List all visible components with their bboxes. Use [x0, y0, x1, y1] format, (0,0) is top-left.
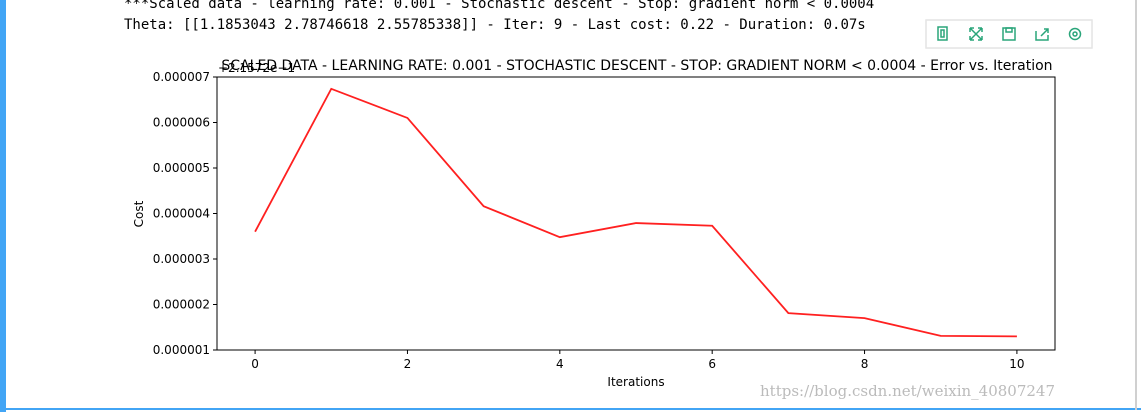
toolbar [925, 19, 1093, 49]
y-tick-label: 0.000002 [153, 298, 210, 312]
x-tick-label: 6 [708, 357, 716, 371]
x-tick-label: 8 [861, 357, 869, 371]
share-button[interactable] [1035, 28, 1049, 41]
copy-button[interactable] [937, 26, 948, 41]
y-tick-label: 0.000001 [153, 343, 210, 357]
output-line: ***Scaled data - learning rate: 0.001 - … [124, 0, 874, 12]
y-axis-label: Cost [132, 200, 146, 227]
y-tick-label: 0.000004 [153, 207, 210, 221]
cell-border [1135, 0, 1137, 410]
x-tick-label: 4 [556, 357, 564, 371]
y-tick-label: 0.000003 [153, 252, 210, 266]
y-tick-label: 0.000007 [153, 70, 210, 84]
settings-button[interactable] [1068, 27, 1082, 41]
save-button[interactable] [1002, 27, 1016, 41]
output-line: Theta: [[1.1853043 2.78746618 2.55785338… [124, 17, 866, 33]
data-line [254, 87, 1017, 338]
offset-text: +2.1572e−1 [218, 61, 295, 75]
chart-title: SCALED DATA - LEARNING RATE: 0.001 - STO… [221, 58, 1052, 74]
y-tick-label: 0.000005 [153, 161, 210, 175]
x-tick-label: 10 [1009, 357, 1024, 371]
x-tick-label: 2 [404, 357, 412, 371]
cell-border [6, 408, 1141, 410]
x-tick-label: 0 [251, 357, 259, 371]
zoom-button[interactable] [969, 27, 983, 41]
cell-indicator [0, 0, 6, 412]
watermark: https://blog.csdn.net/weixin_40807247 [760, 382, 1055, 400]
x-axis-label: Iterations [607, 375, 664, 389]
plot-frame [216, 76, 1056, 351]
y-tick-label: 0.000006 [153, 116, 210, 130]
toolbar-box [925, 19, 1093, 49]
